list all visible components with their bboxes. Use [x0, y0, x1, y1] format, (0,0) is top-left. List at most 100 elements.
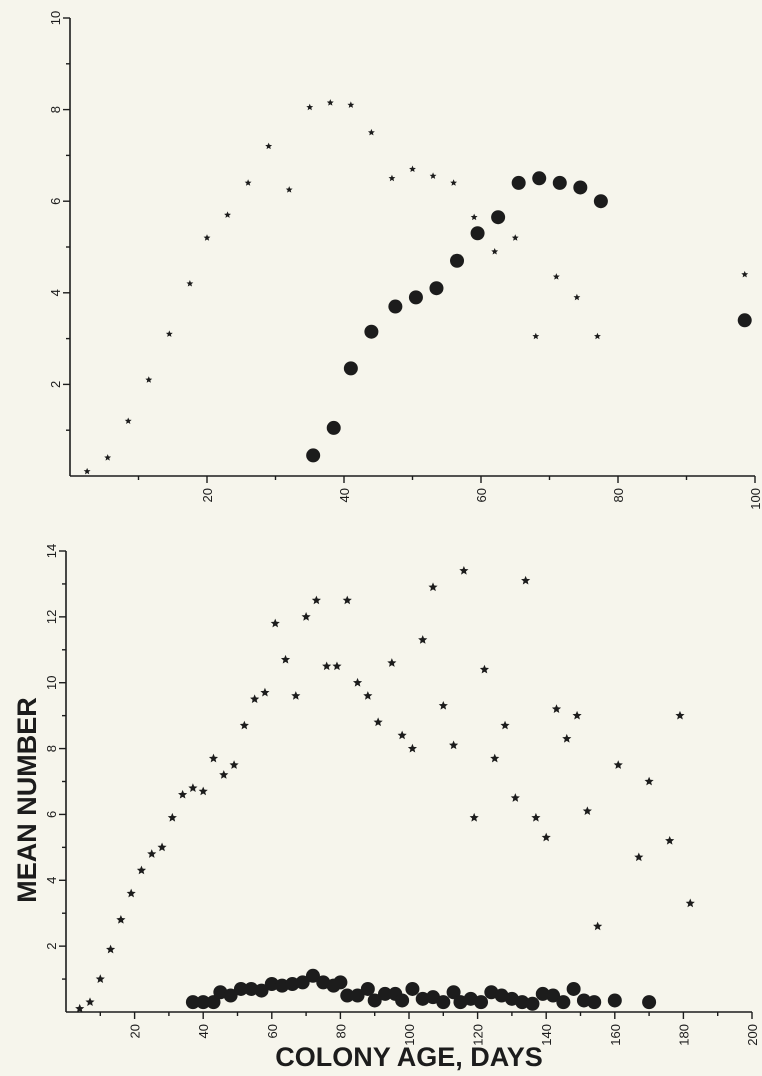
data-point-star [280, 654, 291, 664]
data-point-star [224, 211, 231, 218]
data-point-dot [470, 226, 485, 241]
data-point-dot [515, 995, 530, 1010]
data-point-dot [388, 299, 403, 314]
y-tick-label: 6 [48, 198, 63, 205]
data-point-dot [408, 290, 423, 305]
x-tick-label: 20 [200, 488, 215, 502]
x-tick-label: 60 [265, 1024, 280, 1038]
data-point-star [136, 865, 147, 875]
data-point-star [363, 691, 373, 700]
data-point-dot [377, 986, 392, 1001]
data-point-star [188, 783, 198, 792]
data-point-star [429, 172, 437, 179]
data-point-star [260, 687, 270, 697]
data-point-dot [552, 175, 567, 190]
y-tick-label: 8 [44, 745, 59, 752]
data-point-dot [607, 993, 622, 1008]
data-point-dot [535, 986, 550, 1001]
data-point-star [229, 760, 239, 769]
data-point-star [562, 733, 572, 743]
data-point-dot [532, 171, 547, 186]
data-point-star [532, 332, 540, 340]
data-point-dot [642, 995, 657, 1010]
data-point-star [675, 710, 685, 720]
data-point-dot [576, 993, 591, 1008]
data-point-star [449, 740, 459, 750]
data-point-star [203, 234, 211, 241]
data-point-star [511, 234, 519, 241]
data-point-dot [306, 448, 321, 463]
data-point-dot [446, 985, 461, 1000]
data-point-star [593, 921, 603, 931]
data-point-star [409, 165, 416, 173]
data-point-star [85, 997, 95, 1006]
data-point-dot [364, 324, 379, 339]
y-tick-label: 4 [48, 289, 63, 296]
data-point-star [145, 376, 153, 383]
data-point-star [373, 717, 383, 727]
data-point-star [291, 691, 301, 700]
x-tick-label: 40 [337, 488, 352, 502]
data-point-dot [511, 175, 526, 190]
data-point-star [106, 944, 116, 954]
data-point-star [208, 753, 219, 763]
data-point-star [265, 142, 273, 150]
data-point-star [322, 661, 332, 671]
data-point-star [301, 612, 311, 621]
data-point-star [116, 915, 126, 924]
data-point-star [165, 330, 173, 337]
data-point-dot [415, 991, 430, 1006]
data-point-star [397, 730, 407, 740]
data-point-star [428, 582, 438, 592]
data-point-star [510, 793, 520, 802]
x-tick-label: 100 [748, 488, 762, 510]
data-point-star [491, 247, 499, 255]
data-point-dot [206, 995, 221, 1010]
data-point-dot [305, 968, 320, 983]
data-point-star [157, 842, 167, 852]
data-point-star [459, 565, 469, 575]
y-tick-label: 4 [44, 877, 59, 884]
data-point-dot [196, 995, 211, 1010]
data-point-dot [573, 180, 588, 195]
data-point-star [613, 760, 623, 769]
data-point-dot [395, 993, 410, 1008]
data-point-star [311, 595, 321, 605]
y-axis-title: MEAN NUMBER [12, 697, 42, 903]
data-point-star [219, 770, 229, 779]
data-point-star [521, 575, 531, 585]
y-tick-label: 10 [44, 675, 59, 689]
data-point-dot [340, 988, 355, 1003]
data-point-dot [367, 993, 382, 1008]
data-point-star [104, 454, 112, 461]
data-point-star [594, 332, 601, 340]
data-point-star [572, 710, 582, 720]
y-tick-label: 10 [48, 11, 63, 25]
data-point-dot [295, 975, 310, 990]
data-point-star [326, 99, 334, 106]
x-axis-title: COLONY AGE, DAYS [275, 1042, 543, 1072]
data-point-star [388, 174, 396, 182]
data-point-dot [326, 420, 341, 435]
data-point-star [352, 677, 363, 687]
data-point-dot [491, 210, 506, 225]
data-point-star [244, 179, 252, 186]
data-point-dot [254, 983, 269, 998]
y-tick-label: 14 [44, 544, 59, 558]
data-point-dot [244, 981, 259, 996]
data-point-star [490, 753, 500, 763]
data-point-star [387, 658, 397, 667]
y-tick-label: 8 [48, 106, 63, 113]
data-point-star [500, 720, 510, 730]
data-point-star [634, 852, 644, 862]
data-point-star [470, 213, 478, 221]
data-point-dot [450, 253, 465, 268]
data-point-star [306, 103, 314, 111]
data-point-star [83, 467, 91, 475]
data-point-star [198, 786, 208, 796]
x-tick-label: 180 [676, 1024, 691, 1046]
x-tick-label: 80 [611, 488, 626, 502]
data-point-star [367, 128, 375, 136]
data-point-star [685, 898, 695, 908]
